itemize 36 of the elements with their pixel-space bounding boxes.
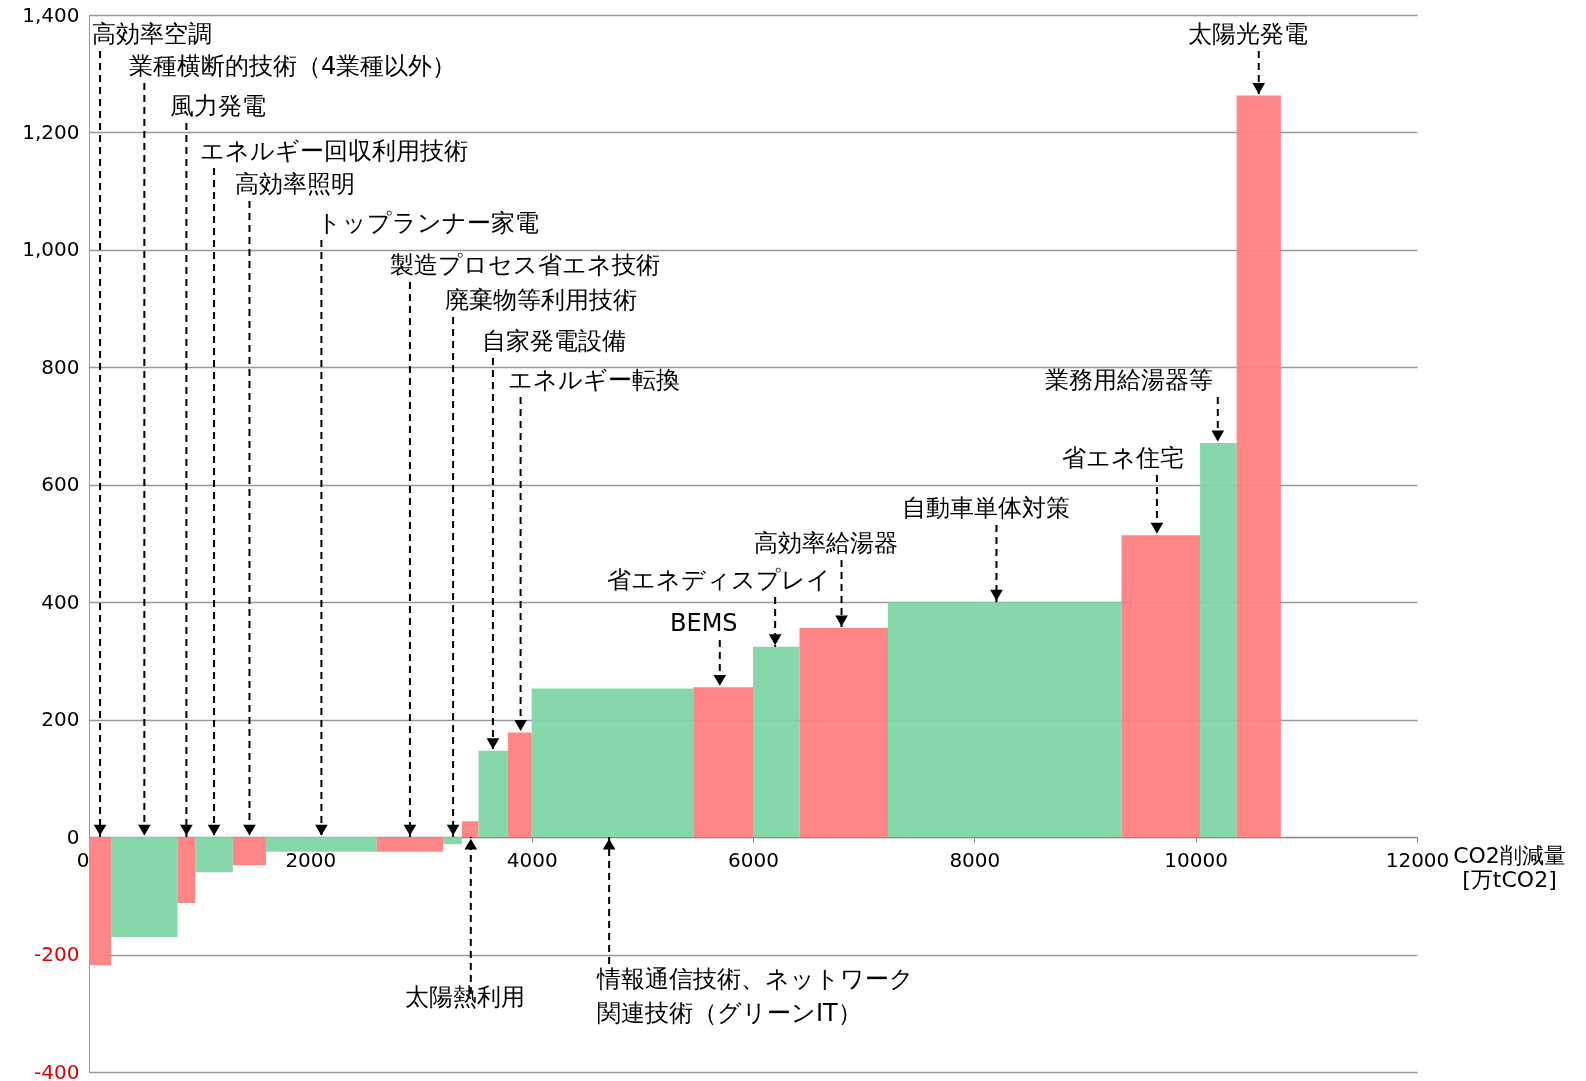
annotation: 風力発電 [170, 92, 266, 120]
annotation: 業種横断的技術（4業種以外） [129, 52, 457, 80]
x-tick-label: 8000 [949, 847, 1001, 872]
x-axis-title: CO2削減量 [万tCO2] [1453, 842, 1566, 892]
x-tick-label: 10000 [1164, 847, 1228, 872]
y-tick-label: -200 [34, 942, 80, 967]
annotation: エネルギー転換 [508, 366, 680, 394]
annotation: 省エネディスプレイ [607, 566, 831, 594]
annotation: 情報通信技術、ネットワーク関連技術（グリーンIT） [596, 965, 914, 1027]
x-tick-label: 12000 [1385, 847, 1450, 872]
y-tick-label: 1,200 [22, 119, 80, 144]
y-tick-label: 600 [41, 472, 80, 497]
annotation: 自家発電設備 [482, 327, 626, 355]
annotation: 高効率給湯器 [754, 529, 898, 557]
y-tick-label: 200 [41, 707, 80, 732]
annotation: 廃棄物等利用技術 [445, 286, 637, 314]
annotation: トップランナー家電 [317, 209, 539, 237]
x-tick-label: 2000 [285, 847, 337, 872]
x-tick-label: 4000 [506, 847, 558, 872]
x-tick-label: 6000 [728, 847, 779, 872]
annotation: 太陽光発電 [1188, 20, 1308, 48]
y-tick-label: 0 [66, 824, 80, 849]
y-tick-label: 400 [41, 589, 80, 614]
annotation: 高効率空調 [92, 20, 212, 48]
annotation: BEMS [670, 609, 738, 637]
y-tick-label: 1,400 [22, 2, 80, 27]
annotation: 自動車単体対策 [902, 494, 1070, 522]
annotation: 省エネ住宅 [1062, 444, 1184, 472]
annotation: 製造プロセス省エネ技術 [390, 251, 660, 279]
y-tick-label: 1,000 [22, 237, 80, 262]
y-tick-label: -400 [34, 1059, 80, 1081]
annotation: 高効率照明 [235, 170, 355, 198]
annotation: 業務用給湯器等 [1045, 366, 1213, 394]
y-tick-label: 800 [41, 354, 80, 379]
annotation: 太陽熱利用 [405, 983, 525, 1011]
annotation: エネルギー回収利用技術 [200, 137, 468, 165]
